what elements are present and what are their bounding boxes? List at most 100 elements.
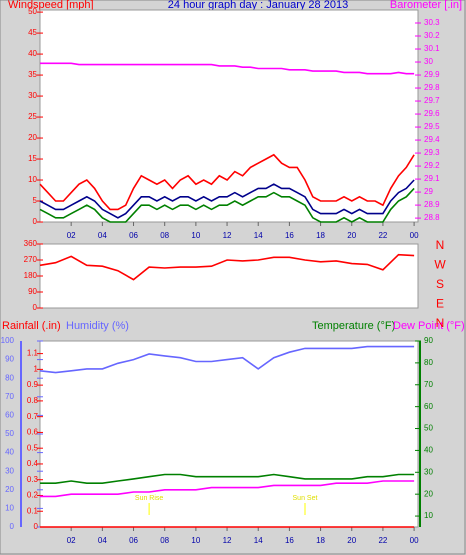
x-tick-label: 02 [67, 536, 76, 545]
y-tick-label: 15 [28, 154, 37, 163]
y3-tick-label: 90 [424, 336, 433, 345]
y-tick-label: 5 [33, 196, 38, 205]
series-line [40, 480, 415, 498]
y2-tick-label: 50 [5, 429, 14, 438]
y-tick-label: 0 [34, 522, 39, 531]
x-tick-label: 16 [285, 536, 294, 545]
x-tick-label: 14 [254, 231, 263, 240]
dewpoint-label: Dew Point (°F) [393, 320, 465, 332]
y3-tick-label: 40 [424, 446, 433, 455]
compass-label: N [436, 238, 445, 252]
annotation: Sun Set [293, 495, 318, 502]
y-tick-label: 50 [28, 7, 37, 16]
y2-tick-label: 100 [1, 336, 15, 345]
y3-tick-label: 20 [424, 489, 433, 498]
y-tick-label: 45 [28, 28, 37, 37]
y3-tick-label: 80 [424, 358, 433, 367]
y3-tick-label: 50 [424, 424, 433, 433]
x-tick-label: 12 [223, 231, 232, 240]
x-tick-label: 08 [160, 536, 169, 545]
plot-area [39, 9, 419, 223]
y2-tick-label: 90 [5, 355, 14, 364]
y3-tick-label: 70 [424, 380, 433, 389]
y2-tick-label: 29 [424, 187, 433, 196]
y2-tick-label: 29.3 [424, 148, 440, 157]
y3-tick-label: 30 [424, 467, 433, 476]
y2-tick-label: 28.8 [424, 213, 440, 222]
x-tick-label: 08 [160, 231, 169, 240]
series-line [39, 187, 415, 223]
x-tick-label: 10 [191, 231, 200, 240]
x-tick-label: 20 [347, 231, 356, 240]
y2-tick-label: 30.2 [424, 31, 440, 40]
y2-tick-label: 29.4 [424, 135, 440, 144]
x-tick-label: 02 [67, 231, 76, 240]
y3-tick-label: 60 [424, 402, 433, 411]
y-tick-label: 35 [28, 70, 37, 79]
y-tick-label: 1.1 [27, 349, 39, 358]
y2-tick-label: 29.6 [424, 109, 440, 118]
y-tick-label: 0 [33, 217, 38, 226]
x-tick-label: 18 [316, 536, 325, 545]
y2-tick-label: 29.2 [424, 161, 440, 170]
y-tick-label: 0.1 [27, 506, 39, 515]
y-tick-label: 40 [28, 49, 37, 58]
y-tick-label: 180 [24, 271, 38, 280]
x-tick-label: 04 [98, 536, 107, 545]
compass-label: W [434, 258, 446, 272]
x-tick-label: 12 [223, 536, 232, 545]
y2-tick-label: 29.8 [424, 83, 440, 92]
y2-tick-label: 10 [5, 504, 14, 513]
y-tick-label: 0.9 [27, 380, 39, 389]
y2-tick-label: 29.7 [424, 96, 440, 105]
y2-tick-label: 29.5 [424, 122, 440, 131]
x-tick-label: 06 [129, 231, 138, 240]
annotation: Sun Rise [135, 495, 164, 502]
x-tick-label: 04 [98, 231, 107, 240]
series-line [40, 62, 415, 75]
y2-tick-label: 28.9 [424, 200, 440, 209]
y-tick-label: 20 [28, 133, 37, 142]
y2-tick-label: 29.1 [424, 174, 440, 183]
x-tick-label: 00 [410, 536, 419, 545]
y2-tick-label: 30 [424, 57, 433, 66]
compass-label: S [436, 277, 444, 291]
y2-tick-label: 80 [5, 373, 14, 382]
x-tick-label: 14 [254, 536, 263, 545]
y-tick-label: 0.8 [27, 396, 39, 405]
series-line [39, 345, 415, 374]
x-tick-label: 10 [191, 536, 200, 545]
series-line [39, 153, 415, 211]
y-tick-label: 90 [28, 287, 37, 296]
series-line [39, 179, 415, 219]
y2-tick-label: 70 [5, 392, 14, 401]
temperature-label: Temperature (°F) [312, 320, 395, 332]
wind-label: Windspeed [mph] [8, 0, 94, 11]
plot-area [39, 243, 419, 309]
barometer-label: Barometer [.in] [390, 0, 462, 11]
x-tick-label: 22 [378, 536, 387, 545]
y-tick-label: 25 [28, 112, 37, 121]
y-tick-label: 0.5 [27, 443, 39, 452]
y2-tick-label: 30 [5, 466, 14, 475]
series-line [40, 473, 415, 484]
y-tick-label: 0.2 [27, 491, 39, 500]
y2-tick-label: 30.1 [424, 44, 440, 53]
y2-tick-label: 30.3 [424, 18, 440, 27]
y-tick-label: 360 [24, 239, 38, 248]
y2-tick-label: 60 [5, 411, 14, 420]
x-tick-label: 18 [316, 231, 325, 240]
y-tick-label: 0.6 [27, 428, 39, 437]
chart-title: 24 hour graph day : January 28 2013 [168, 0, 348, 11]
y2-tick-label: 40 [5, 448, 14, 457]
series-line [39, 253, 415, 281]
y-tick-label: 30 [28, 91, 37, 100]
compass-label: N [436, 316, 445, 330]
y-tick-label: 270 [24, 255, 38, 264]
y-tick-label: 0.4 [27, 459, 39, 468]
y-tick-label: 0 [33, 303, 38, 312]
x-tick-label: 20 [347, 536, 356, 545]
x-tick-label: 16 [285, 231, 294, 240]
humidity-label: Humidity (%) [66, 320, 129, 332]
